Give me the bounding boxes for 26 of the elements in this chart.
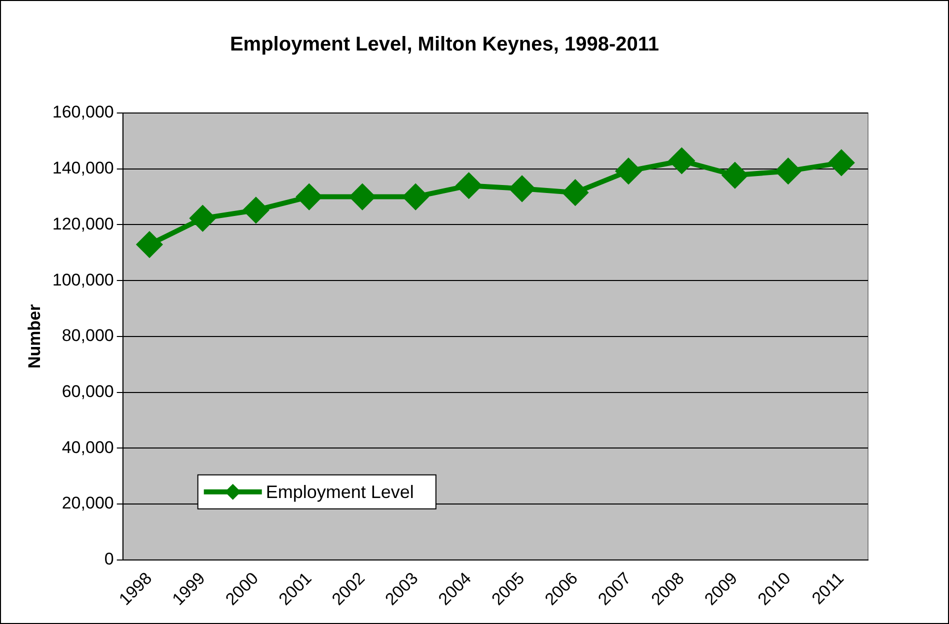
point [828, 150, 854, 176]
point [190, 206, 216, 231]
y-tick-label: 40,000 [62, 438, 114, 457]
point [669, 148, 694, 174]
y-tick-label: 120,000 [52, 214, 114, 234]
point [296, 184, 322, 210]
point [562, 180, 588, 206]
point [616, 158, 641, 184]
y-tick-label: 100,000 [52, 270, 114, 290]
y-tick-label: 60,000 [62, 382, 114, 401]
chart-title: Employment Level, Milton Keynes, 1998-2011 [230, 34, 660, 56]
point [350, 184, 375, 210]
point [243, 198, 268, 223]
y-tick-label: 20,000 [62, 494, 114, 513]
point [403, 184, 428, 210]
y-tick-label: 0 [104, 550, 114, 569]
point [510, 176, 535, 202]
y-tick-label: 80,000 [62, 326, 114, 346]
y-tick-label: 140,000 [52, 158, 114, 178]
y-tick-label: 160,000 [52, 102, 114, 122]
legend-label: Employment Level [266, 482, 414, 502]
point [722, 162, 748, 188]
y-axis-title: Number [24, 304, 44, 369]
point [136, 232, 162, 258]
point [776, 158, 801, 184]
point [456, 173, 482, 198]
